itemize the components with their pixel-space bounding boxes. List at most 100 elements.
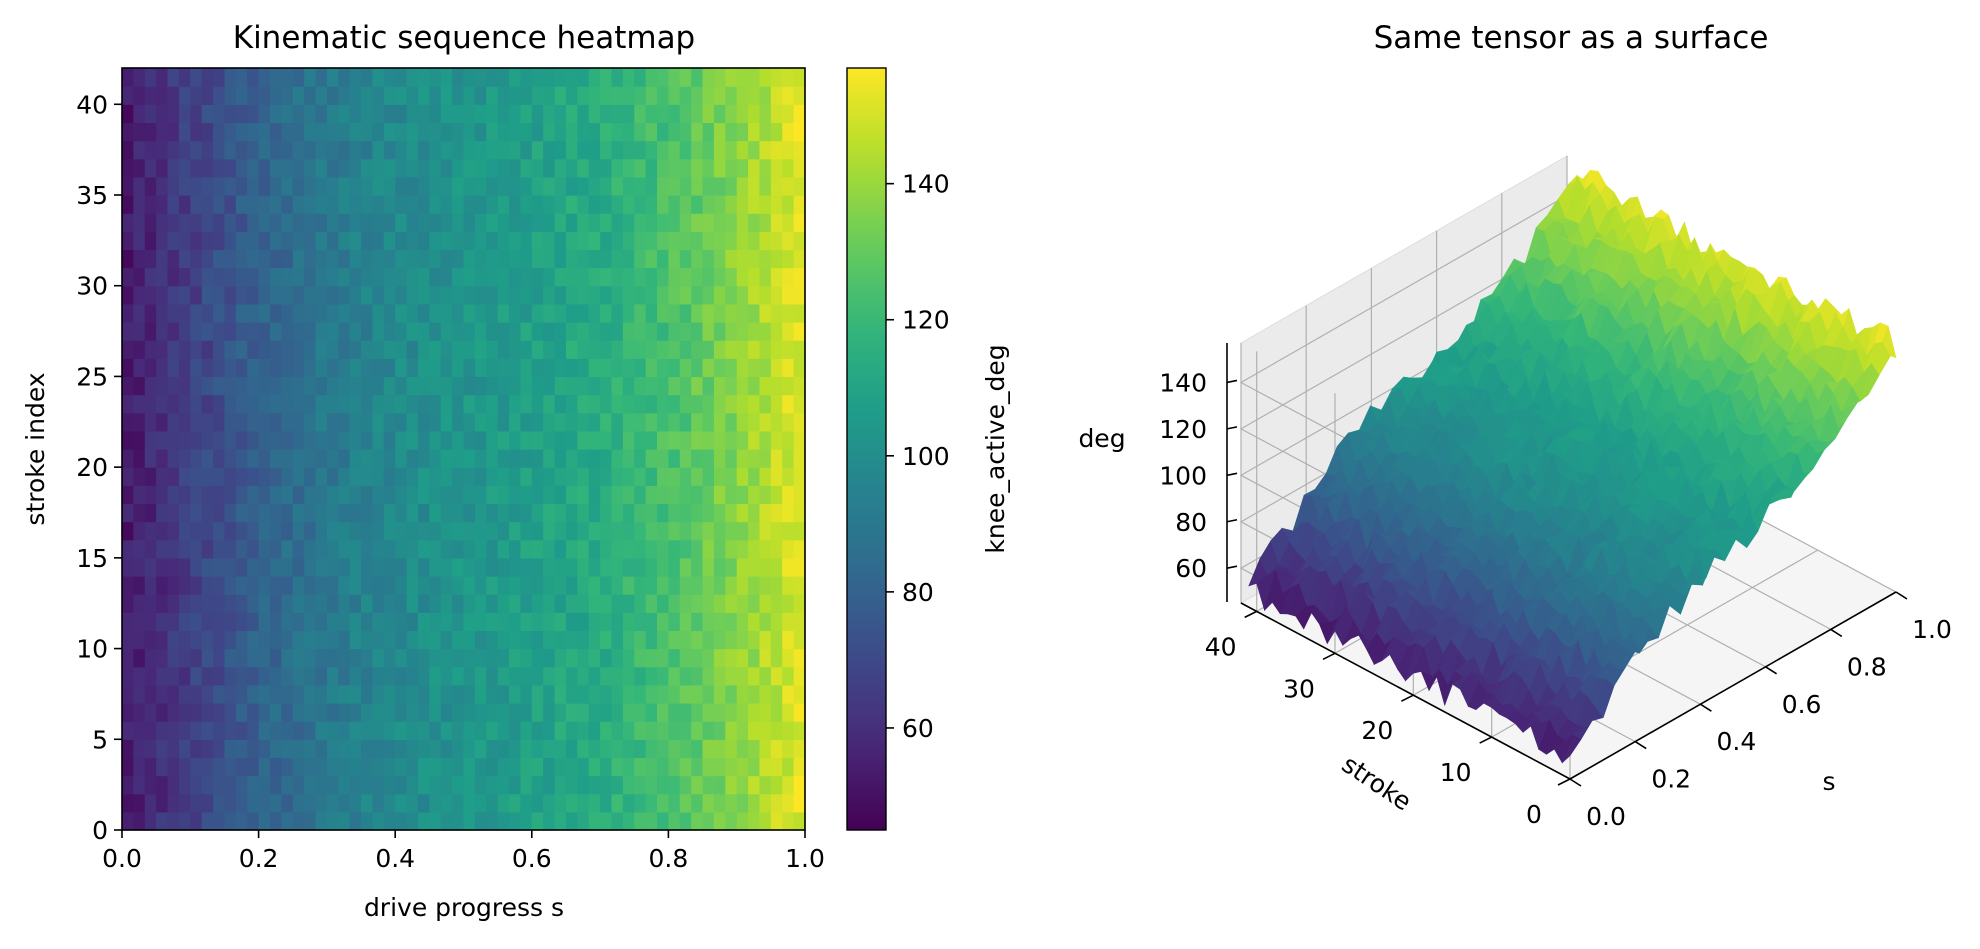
heatmap-cell [634, 703, 647, 722]
heatmap-cell [281, 503, 294, 523]
heatmap-cell [235, 412, 248, 432]
heatmap-cell [645, 430, 658, 450]
heatmap-cell [509, 267, 522, 287]
heatmap-cell [520, 648, 533, 668]
heatmap-cell [782, 793, 795, 813]
heatmap-cell [304, 612, 317, 632]
heatmap-cell [657, 811, 669, 831]
heatmap-cell [736, 775, 749, 795]
heatmap-cell [611, 249, 624, 269]
heatmap-cell [577, 539, 590, 559]
heatmap-cell [122, 158, 134, 178]
heatmap-cell [759, 793, 772, 813]
heatmap-cell [668, 811, 681, 831]
heatmap-cell [269, 793, 282, 813]
heatmap-cell [657, 612, 669, 632]
heatmap-cell [167, 594, 180, 613]
heatmap-cell [531, 195, 544, 214]
heatmap-cell [702, 648, 715, 668]
heatmap-cell [190, 303, 203, 323]
heatmap-cell [668, 503, 681, 523]
heatmap-cell [611, 739, 624, 759]
heatmap-cell [258, 594, 271, 613]
heatmap-cell [315, 104, 328, 124]
heatmap-cell [395, 594, 408, 613]
heatmap-cell [577, 249, 590, 269]
heatmap-cell [657, 140, 669, 160]
heatmap-cell [793, 394, 806, 414]
heatmap-cell [258, 721, 271, 740]
heatmap-cell [793, 811, 806, 831]
heatmap-cell [395, 630, 408, 650]
heatmap-cell [600, 394, 613, 414]
heatmap-cell [281, 340, 294, 359]
heatmap-cell [406, 412, 419, 432]
heatmap-cell [782, 195, 795, 214]
surface-s-tick [1569, 778, 1582, 787]
heatmap-cell [338, 467, 351, 486]
heatmap-cell [326, 612, 339, 632]
heatmap-cell [304, 485, 317, 505]
heatmap-cell [361, 158, 374, 178]
heatmap-cell [429, 648, 442, 668]
heatmap-cell [782, 430, 795, 450]
heatmap-cell [736, 648, 749, 668]
heatmap-cell [759, 176, 772, 196]
heatmap-cell [645, 594, 658, 613]
heatmap-cell [577, 394, 590, 414]
heatmap-cell [748, 140, 761, 160]
heatmap-cell [679, 576, 692, 595]
heatmap-cell [748, 521, 761, 541]
heatmap-cell [258, 176, 271, 196]
heatmap-cell [167, 249, 180, 269]
heatmap-cell [474, 775, 487, 795]
heatmap-cell [133, 104, 146, 124]
heatmap-cell [509, 594, 522, 613]
heatmap-cell [349, 666, 362, 686]
heatmap-cell [474, 176, 487, 196]
heatmap-cell [759, 739, 772, 759]
heatmap-cell [588, 594, 601, 613]
heatmap-cell [645, 775, 658, 795]
heatmap-cell [782, 503, 795, 523]
heatmap-cell [235, 303, 248, 323]
heatmap-cell [679, 68, 692, 87]
heatmap-cell [497, 249, 510, 269]
heatmap-cell [281, 267, 294, 287]
heatmap-cell [304, 322, 317, 341]
heatmap-cell [361, 703, 374, 722]
heatmap-cell [486, 104, 499, 124]
heatmap-cell [395, 684, 408, 704]
heatmap-cell [281, 811, 294, 831]
heatmap-cell [122, 811, 134, 831]
heatmap-cell [770, 594, 783, 613]
heatmap-cell [679, 176, 692, 196]
heatmap-cell [156, 648, 169, 668]
heatmap-cell [156, 158, 169, 178]
heatmap-cell [668, 485, 681, 505]
heatmap-cell [304, 249, 317, 269]
heatmap-cell [156, 140, 169, 160]
heatmap-cell [361, 811, 374, 831]
heatmap-cell [577, 68, 590, 87]
heatmap-cell [634, 267, 647, 287]
heatmap-cell [577, 176, 590, 196]
heatmap-cell [463, 68, 476, 87]
heatmap-cell [531, 412, 544, 432]
heatmap-cell [417, 521, 430, 541]
surface-z-tick-label: 80 [1175, 508, 1207, 537]
heatmap-cell [133, 140, 146, 160]
heatmap-cell [281, 485, 294, 505]
heatmap-cell [668, 213, 681, 232]
heatmap-cell [201, 557, 214, 577]
heatmap-cell [213, 104, 226, 124]
heatmap-cell [725, 485, 738, 505]
heatmap-cell [497, 775, 510, 795]
heatmap-cell [372, 539, 385, 559]
heatmap-cell [736, 231, 749, 251]
heatmap-cell [395, 503, 408, 523]
heatmap-cell [395, 612, 408, 632]
heatmap-cell [486, 503, 499, 523]
heatmap-cell [691, 213, 704, 232]
heatmap-cell [406, 467, 419, 486]
